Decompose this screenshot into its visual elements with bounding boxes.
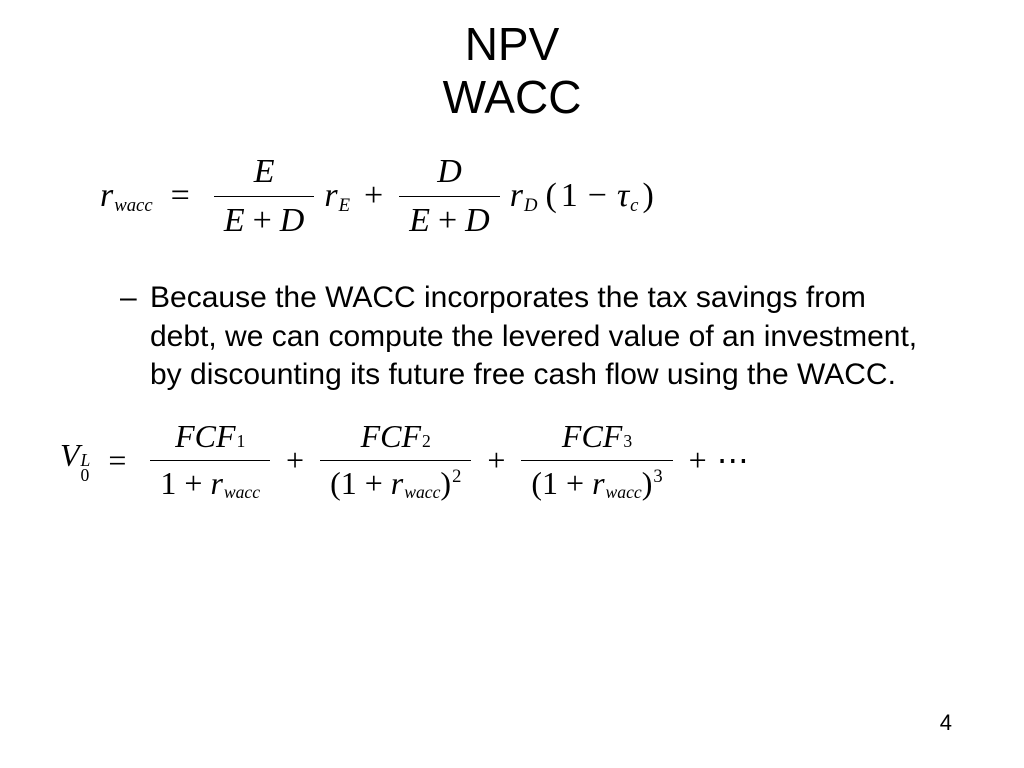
eq1-frac2-num: D: [427, 148, 472, 196]
eq1-rE: rE: [324, 177, 350, 215]
body-paragraph: – Because the WACC incorporates the tax …: [150, 279, 934, 394]
eq2-lhs: VL0: [60, 437, 90, 485]
equation-wacc: rwacc = E E + D rE + D E + D rD: [100, 148, 964, 245]
ellipsis: ⋯: [717, 441, 749, 479]
equals-sign-2: =: [108, 442, 126, 479]
equals-sign: =: [171, 177, 190, 215]
open-paren: (: [545, 177, 556, 215]
eq2-frac1-den: 1 + rwacc: [150, 461, 270, 507]
close-paren: ): [642, 177, 653, 215]
bullet-dash: –: [120, 279, 137, 317]
slide-title: NPV WACC: [60, 18, 964, 124]
eq1-lhs-sub: wacc: [114, 195, 152, 217]
eq2-frac3-den: (1 + rwacc )3: [521, 461, 672, 507]
eq1-lhs: rwacc: [100, 177, 153, 215]
title-line-1: NPV: [60, 18, 964, 71]
plus-sign-2a: +: [286, 442, 304, 479]
eq2-frac3-num: FCF3: [552, 414, 642, 460]
title-line-2: WACC: [60, 71, 964, 124]
eq1-frac-2: D E + D: [399, 148, 500, 245]
eq2-frac-1: FCF1 1 + rwacc: [150, 414, 270, 506]
plus-sign-2c: +: [689, 442, 707, 479]
eq2-frac2-num: FCF2: [351, 414, 441, 460]
eq1-frac-1: E E + D: [214, 148, 315, 245]
minus-sign: −: [588, 177, 607, 215]
eq1-frac1-num: E: [244, 148, 285, 196]
eq2-frac-2: FCF2 (1 + rwacc )2: [320, 414, 471, 506]
body-text-content: Because the WACC incorporates the tax sa…: [150, 281, 917, 391]
eq1-frac2-den: E + D: [399, 197, 500, 245]
eq1-tau: τc: [617, 177, 638, 215]
eq1-frac1-den: E + D: [214, 197, 315, 245]
eq1-lhs-var: r: [100, 177, 113, 215]
eq1-rD: rD: [510, 177, 538, 215]
eq2-frac2-den: (1 + rwacc )2: [320, 461, 471, 507]
page-number: 4: [940, 710, 952, 736]
slide: NPV WACC rwacc = E E + D rE + D E +: [0, 0, 1024, 768]
plus-sign: +: [364, 177, 383, 215]
plus-sign-2b: +: [487, 442, 505, 479]
eq2-frac-3: FCF3 (1 + rwacc )3: [521, 414, 672, 506]
equation-levered-value: VL0 = FCF1 1 + rwacc + FCF2 (1 +: [60, 414, 964, 506]
eq2-frac1-num: FCF1: [165, 414, 255, 460]
